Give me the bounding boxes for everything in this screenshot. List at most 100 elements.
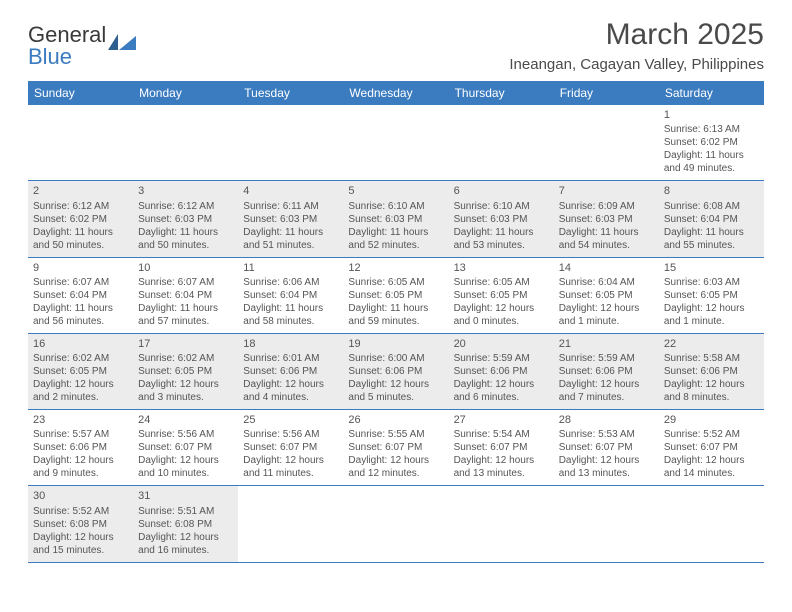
- day-number: 13: [454, 261, 549, 275]
- day-cell: [28, 105, 133, 180]
- daylight-text: Daylight: 11 hours: [454, 226, 549, 239]
- daylight-text: Daylight: 11 hours: [348, 226, 443, 239]
- daylight-text: Daylight: 12 hours: [664, 454, 759, 467]
- daylight-text: Daylight: 11 hours: [138, 226, 233, 239]
- sunset-text: Sunset: 6:04 PM: [664, 213, 759, 226]
- sunset-text: Sunset: 6:05 PM: [559, 289, 654, 302]
- daylight-text: Daylight: 11 hours: [348, 302, 443, 315]
- day-number: 16: [33, 337, 128, 351]
- day-number: 24: [138, 413, 233, 427]
- day-cell: 22Sunrise: 5:58 AMSunset: 6:06 PMDayligh…: [659, 334, 764, 409]
- sunset-text: Sunset: 6:08 PM: [33, 518, 128, 531]
- daylight-text: and 3 minutes.: [138, 391, 233, 404]
- day-cell: [343, 105, 448, 180]
- day-cell: 7Sunrise: 6:09 AMSunset: 6:03 PMDaylight…: [554, 181, 659, 256]
- sunset-text: Sunset: 6:07 PM: [243, 441, 338, 454]
- day-number: 26: [348, 413, 443, 427]
- day-number: 6: [454, 184, 549, 198]
- daylight-text: and 59 minutes.: [348, 315, 443, 328]
- daylight-text: Daylight: 12 hours: [454, 302, 549, 315]
- day-cell: 5Sunrise: 6:10 AMSunset: 6:03 PMDaylight…: [343, 181, 448, 256]
- day-header-row: SundayMondayTuesdayWednesdayThursdayFrid…: [28, 81, 764, 105]
- day-cell: 27Sunrise: 5:54 AMSunset: 6:07 PMDayligh…: [449, 410, 554, 485]
- day-number: 10: [138, 261, 233, 275]
- day-cell: [659, 486, 764, 561]
- daylight-text: Daylight: 12 hours: [33, 531, 128, 544]
- sunset-text: Sunset: 6:03 PM: [559, 213, 654, 226]
- daylight-text: Daylight: 12 hours: [559, 302, 654, 315]
- sunset-text: Sunset: 6:07 PM: [559, 441, 654, 454]
- sunrise-text: Sunrise: 5:56 AM: [243, 428, 338, 441]
- logo-text: General Blue: [28, 24, 106, 68]
- daylight-text: and 10 minutes.: [138, 467, 233, 480]
- sunrise-text: Sunrise: 5:55 AM: [348, 428, 443, 441]
- daylight-text: Daylight: 11 hours: [243, 226, 338, 239]
- daylight-text: Daylight: 12 hours: [243, 378, 338, 391]
- daylight-text: and 15 minutes.: [33, 544, 128, 557]
- sunrise-text: Sunrise: 6:09 AM: [559, 200, 654, 213]
- daylight-text: Daylight: 12 hours: [348, 378, 443, 391]
- daylight-text: Daylight: 12 hours: [454, 454, 549, 467]
- daylight-text: Daylight: 11 hours: [33, 226, 128, 239]
- day-cell: [554, 105, 659, 180]
- sunset-text: Sunset: 6:05 PM: [348, 289, 443, 302]
- daylight-text: and 1 minute.: [664, 315, 759, 328]
- daylight-text: and 54 minutes.: [559, 239, 654, 252]
- day-number: 11: [243, 261, 338, 275]
- day-cell: [343, 486, 448, 561]
- day-number: 2: [33, 184, 128, 198]
- sunrise-text: Sunrise: 6:05 AM: [348, 276, 443, 289]
- month-title: March 2025: [509, 18, 764, 52]
- location: Ineangan, Cagayan Valley, Philippines: [509, 56, 764, 73]
- daylight-text: and 50 minutes.: [138, 239, 233, 252]
- day-number: 19: [348, 337, 443, 351]
- daylight-text: Daylight: 12 hours: [33, 454, 128, 467]
- daylight-text: and 9 minutes.: [33, 467, 128, 480]
- sunrise-text: Sunrise: 6:10 AM: [454, 200, 549, 213]
- daylight-text: Daylight: 12 hours: [664, 378, 759, 391]
- sunrise-text: Sunrise: 6:12 AM: [33, 200, 128, 213]
- day-cell: 13Sunrise: 6:05 AMSunset: 6:05 PMDayligh…: [449, 258, 554, 333]
- daylight-text: and 2 minutes.: [33, 391, 128, 404]
- day-cell: 14Sunrise: 6:04 AMSunset: 6:05 PMDayligh…: [554, 258, 659, 333]
- sunset-text: Sunset: 6:06 PM: [348, 365, 443, 378]
- daylight-text: Daylight: 11 hours: [243, 302, 338, 315]
- sunrise-text: Sunrise: 5:57 AM: [33, 428, 128, 441]
- daylight-text: Daylight: 12 hours: [138, 454, 233, 467]
- daylight-text: Daylight: 11 hours: [138, 302, 233, 315]
- day-number: 30: [33, 489, 128, 503]
- daylight-text: and 50 minutes.: [33, 239, 128, 252]
- day-number: 5: [348, 184, 443, 198]
- daylight-text: and 58 minutes.: [243, 315, 338, 328]
- day-cell: 20Sunrise: 5:59 AMSunset: 6:06 PMDayligh…: [449, 334, 554, 409]
- sunset-text: Sunset: 6:07 PM: [664, 441, 759, 454]
- day-number: 29: [664, 413, 759, 427]
- sunrise-text: Sunrise: 5:52 AM: [33, 505, 128, 518]
- week-row: 16Sunrise: 6:02 AMSunset: 6:05 PMDayligh…: [28, 334, 764, 410]
- daylight-text: and 0 minutes.: [454, 315, 549, 328]
- sunrise-text: Sunrise: 6:00 AM: [348, 352, 443, 365]
- daylight-text: and 16 minutes.: [138, 544, 233, 557]
- sunrise-text: Sunrise: 6:10 AM: [348, 200, 443, 213]
- sunrise-text: Sunrise: 6:11 AM: [243, 200, 338, 213]
- day-cell: 30 Sunrise: 5:52 AMSunset: 6:08 PMDayligh…: [28, 486, 133, 561]
- day-cell: 23Sunrise: 5:57 AMSunset: 6:06 PMDayligh…: [28, 410, 133, 485]
- sunrise-text: Sunrise: 6:06 AM: [243, 276, 338, 289]
- calendar-page: General Blue March 2025 Ineangan, Cagaya…: [0, 0, 792, 573]
- daylight-text: and 6 minutes.: [454, 391, 549, 404]
- daylight-text: and 4 minutes.: [243, 391, 338, 404]
- day-header-cell: Wednesday: [343, 81, 448, 105]
- sunrise-text: Sunrise: 5:58 AM: [664, 352, 759, 365]
- daylight-text: and 49 minutes.: [664, 162, 759, 175]
- day-number: 1: [664, 108, 759, 122]
- daylight-text: and 56 minutes.: [33, 315, 128, 328]
- sunset-text: Sunset: 6:06 PM: [559, 365, 654, 378]
- sunset-text: Sunset: 6:03 PM: [454, 213, 549, 226]
- sunset-text: Sunset: 6:06 PM: [664, 365, 759, 378]
- sunset-text: Sunset: 6:08 PM: [138, 518, 233, 531]
- daylight-text: and 7 minutes.: [559, 391, 654, 404]
- day-number: 20: [454, 337, 549, 351]
- daylight-text: Daylight: 12 hours: [664, 302, 759, 315]
- calendar-grid: SundayMondayTuesdayWednesdayThursdayFrid…: [28, 81, 764, 563]
- sunrise-text: Sunrise: 6:05 AM: [454, 276, 549, 289]
